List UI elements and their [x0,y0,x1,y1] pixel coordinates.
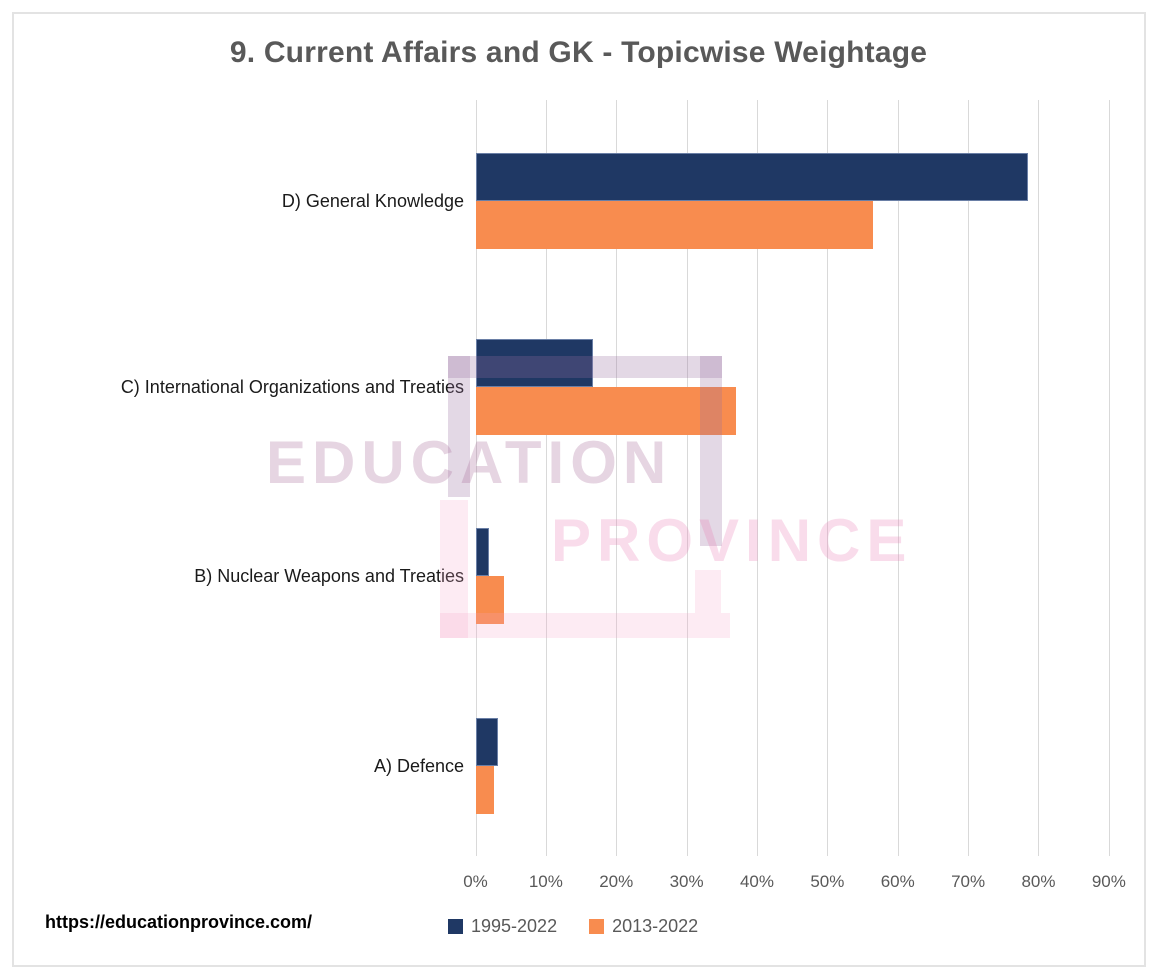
x-axis-label: 90% [1091,872,1126,891]
bar-1995-2022 [475,153,1028,201]
x-axis-label: 20% [599,872,634,891]
legend-label: 2013-2022 [612,916,699,936]
bar-2013-2022 [475,201,874,249]
category-label: C) International Organizations and Treat… [120,377,464,397]
footer-url: https://educationprovince.com/ [45,912,313,932]
bar-2013-2022 [475,387,736,435]
bar-2013-2022 [475,766,495,814]
bar-2013-2022 [475,576,505,624]
chart-title: 9. Current Affairs and GK - Topicwise We… [229,36,928,69]
legend-swatch-2013-2022 [589,919,605,934]
chart-legend: 1995-2022 2013-2022 [448,916,698,937]
x-axis-label: 70% [951,872,986,891]
grid-line [686,100,688,856]
x-axis-label: 30% [669,872,704,891]
legend-item: 2013-2022 [589,916,698,937]
grid-line [968,100,970,856]
category-label: B) Nuclear Weapons and Treaties [194,566,464,586]
grid-line [756,100,758,856]
x-axis-label: 40% [739,872,774,891]
grid-line [616,100,618,856]
bar-1995-2022 [475,528,489,576]
x-axis-label: 0% [463,872,488,891]
grid-line [897,100,899,856]
grid-line [827,100,829,856]
x-axis-label: 60% [880,872,915,891]
category-label: A) Defence [373,756,464,776]
grid-line [1108,100,1110,856]
legend-label: 1995-2022 [471,916,558,936]
x-axis-label: 50% [810,872,845,891]
legend-swatch-1995-2022 [448,919,463,934]
bar-1995-2022 [475,339,594,387]
x-axis-label: 10% [528,872,563,891]
grid-line [1038,100,1040,856]
category-label: D) General Knowledge [281,191,464,211]
bar-1995-2022 [475,718,499,766]
x-axis-label: 80% [1021,872,1056,891]
legend-item: 1995-2022 [448,916,557,937]
grid-line [475,100,477,856]
grid-line [545,100,547,856]
